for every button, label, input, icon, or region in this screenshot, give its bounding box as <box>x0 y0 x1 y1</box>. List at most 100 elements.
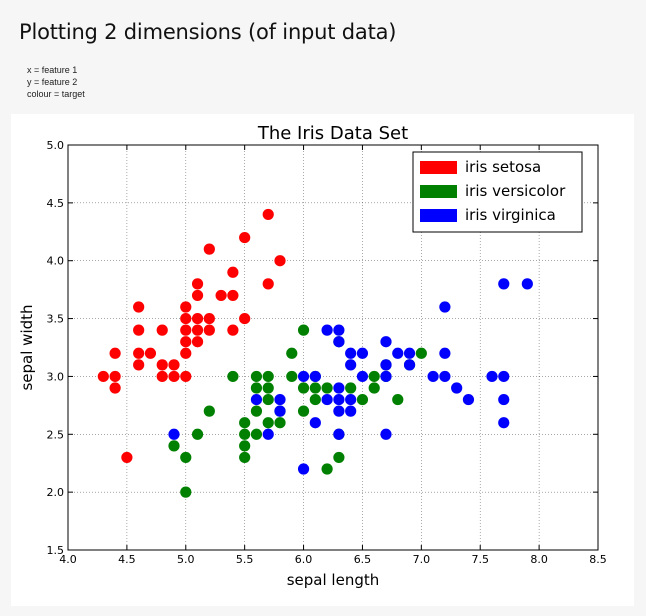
x-tick-label: 4.0 <box>59 553 77 566</box>
data-point-iris-versicolor <box>262 393 274 406</box>
x-tick-label: 8.5 <box>589 553 607 566</box>
y-tick-label: 4.5 <box>47 197 65 210</box>
data-point-iris-versicolor <box>392 393 404 406</box>
data-point-iris-virginica <box>333 393 345 406</box>
data-point-iris-setosa <box>109 347 121 359</box>
page-heading: Plotting 2 dimensions (of input data) <box>19 20 397 44</box>
legend-swatch <box>420 185 457 198</box>
data-point-iris-setosa <box>180 301 192 313</box>
data-point-iris-virginica <box>403 347 416 359</box>
data-point-iris-versicolor <box>262 370 274 383</box>
data-point-iris-setosa <box>227 324 239 336</box>
data-point-iris-versicolor <box>250 428 263 440</box>
data-point-iris-setosa <box>180 336 192 348</box>
data-point-iris-virginica <box>274 405 286 417</box>
note-x: x = feature 1 <box>27 65 78 75</box>
data-point-iris-versicolor <box>356 393 369 406</box>
data-point-iris-versicolor <box>415 347 427 359</box>
data-point-iris-virginica <box>498 278 510 290</box>
data-point-iris-virginica <box>345 405 357 417</box>
y-tick-label: 3.0 <box>47 370 65 383</box>
data-point-iris-setosa <box>156 370 168 383</box>
data-point-iris-virginica <box>403 359 416 371</box>
data-point-iris-virginica <box>321 324 333 336</box>
data-point-iris-virginica <box>451 382 463 394</box>
data-point-iris-virginica <box>380 359 392 371</box>
data-point-iris-setosa <box>168 370 180 383</box>
data-point-iris-versicolor <box>239 451 251 464</box>
data-point-iris-setosa <box>180 370 192 383</box>
data-point-iris-versicolor <box>297 382 310 394</box>
y-tick-label: 3.5 <box>47 313 65 326</box>
data-point-iris-setosa <box>133 359 145 371</box>
data-point-iris-virginica <box>297 463 310 475</box>
data-point-iris-virginica <box>498 370 510 383</box>
data-point-iris-versicolor <box>286 347 298 359</box>
data-point-iris-setosa <box>156 324 168 336</box>
data-point-iris-virginica <box>345 359 357 371</box>
legend-swatch <box>420 161 457 174</box>
data-point-iris-virginica <box>333 324 345 336</box>
data-point-iris-versicolor <box>309 393 321 406</box>
data-point-iris-virginica <box>380 336 392 348</box>
data-point-iris-setosa <box>191 289 204 302</box>
legend-swatch <box>420 209 457 222</box>
data-point-iris-versicolor <box>368 382 380 394</box>
data-point-iris-setosa <box>239 312 251 325</box>
data-point-iris-setosa <box>203 312 215 325</box>
data-point-iris-versicolor <box>250 405 263 417</box>
data-point-iris-virginica <box>168 428 180 440</box>
legend-label: iris versicolor <box>465 182 566 200</box>
data-point-iris-setosa <box>262 208 274 221</box>
data-point-iris-virginica <box>309 370 321 383</box>
data-point-iris-setosa <box>180 347 192 359</box>
x-tick-label: 7.5 <box>471 553 489 566</box>
data-point-iris-setosa <box>133 324 145 336</box>
data-point-iris-versicolor <box>168 440 180 452</box>
data-point-iris-virginica <box>439 347 451 359</box>
data-point-iris-setosa <box>227 266 239 278</box>
data-point-iris-setosa <box>180 312 192 325</box>
data-point-iris-versicolor <box>309 382 321 394</box>
data-point-iris-versicolor <box>345 382 357 394</box>
data-point-iris-setosa <box>180 324 192 336</box>
plot-frame <box>67 144 599 551</box>
data-point-iris-versicolor <box>321 463 333 475</box>
y-axis-label: sepal width <box>18 304 36 390</box>
data-point-iris-virginica <box>333 405 345 417</box>
data-point-iris-setosa <box>109 370 121 383</box>
data-point-iris-versicolor <box>368 370 380 383</box>
data-point-iris-virginica <box>498 393 510 406</box>
data-point-iris-virginica <box>333 382 345 394</box>
data-point-iris-versicolor <box>262 417 274 429</box>
data-point-iris-setosa <box>109 382 121 394</box>
y-tick-label: 2.0 <box>47 486 65 499</box>
data-point-iris-versicolor <box>333 451 345 464</box>
data-point-iris-setosa <box>191 312 204 325</box>
data-point-iris-setosa <box>191 278 204 290</box>
data-point-iris-versicolor <box>239 417 251 429</box>
data-point-iris-virginica <box>380 428 392 440</box>
data-point-iris-versicolor <box>321 382 333 394</box>
data-point-iris-versicolor <box>227 370 239 383</box>
y-tick-label: 1.5 <box>47 544 65 557</box>
y-tick-label: 5.0 <box>47 139 65 152</box>
data-point-iris-versicolor <box>180 486 192 498</box>
x-tick-label: 5.5 <box>236 553 254 566</box>
data-point-iris-versicolor <box>203 405 215 417</box>
data-point-iris-virginica <box>345 347 357 359</box>
legend-label: iris setosa <box>465 158 541 176</box>
data-point-iris-virginica <box>486 370 498 383</box>
scatter-chart: 4.0 4.5 5.0 5.5 6.0 6.5 7.0 7.5 8.0 8.5 1.5 2.0 2.5 3… <box>18 123 607 589</box>
data-point-iris-setosa <box>239 231 251 244</box>
data-point-iris-setosa <box>168 359 180 371</box>
data-point-iris-setosa <box>215 289 227 302</box>
chart-figure: 4.0 4.5 5.0 5.5 6.0 6.5 7.0 7.5 8.0 8.5 1.5 2.0 2.5 3… <box>11 114 634 606</box>
data-point-iris-versicolor <box>191 428 204 440</box>
data-point-iris-setosa <box>156 359 168 371</box>
data-point-iris-versicolor <box>250 370 263 383</box>
data-point-iris-virginica <box>427 370 439 383</box>
note-colour: colour = target <box>27 89 85 99</box>
data-point-iris-virginica <box>297 370 310 383</box>
y-tick-label: 4.0 <box>47 255 65 268</box>
